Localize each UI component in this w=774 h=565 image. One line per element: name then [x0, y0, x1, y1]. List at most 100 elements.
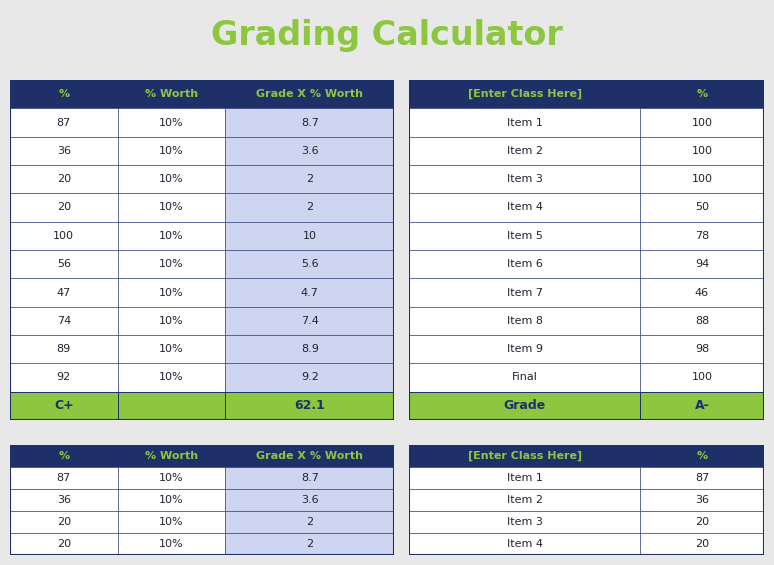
Text: 10: 10 [303, 231, 317, 241]
Bar [225, 108, 394, 137]
Bar [10, 221, 118, 250]
Text: 2: 2 [307, 174, 313, 184]
Bar [118, 445, 225, 467]
Bar [640, 307, 764, 335]
Bar [640, 221, 764, 250]
Text: 10%: 10% [159, 202, 183, 212]
Text: 100: 100 [691, 372, 712, 383]
Bar [10, 445, 118, 467]
Bar [409, 108, 640, 137]
Bar [409, 137, 640, 165]
Bar [118, 533, 225, 555]
Text: Item 6: Item 6 [507, 259, 543, 269]
Text: 94: 94 [695, 259, 709, 269]
Bar [640, 137, 764, 165]
Bar [10, 467, 118, 489]
Bar [118, 193, 225, 221]
Text: Item 9: Item 9 [506, 344, 543, 354]
Bar [225, 533, 394, 555]
Text: 89: 89 [57, 344, 71, 354]
Bar [118, 137, 225, 165]
Text: Item 5: Item 5 [507, 231, 543, 241]
Text: 47: 47 [57, 288, 71, 298]
Text: 10%: 10% [159, 288, 183, 298]
Text: 2: 2 [307, 517, 313, 527]
Text: % Worth: % Worth [145, 451, 198, 461]
Text: C+: C+ [54, 399, 74, 412]
Bar [10, 489, 118, 511]
Bar [640, 511, 764, 533]
Text: 56: 56 [57, 259, 70, 269]
Text: 20: 20 [57, 517, 71, 527]
Bar [640, 392, 764, 420]
Bar [409, 307, 640, 335]
Text: %: % [58, 89, 70, 99]
Text: Item 4: Item 4 [506, 202, 543, 212]
Text: 8.9: 8.9 [301, 344, 319, 354]
Text: 100: 100 [691, 118, 712, 128]
Text: 10%: 10% [159, 259, 183, 269]
Text: 50: 50 [695, 202, 709, 212]
Text: 10%: 10% [159, 372, 183, 383]
Bar [640, 363, 764, 392]
Bar [640, 489, 764, 511]
Text: 3.6: 3.6 [301, 146, 319, 156]
Bar [409, 533, 640, 555]
Bar [409, 279, 640, 307]
Text: Item 2: Item 2 [506, 495, 543, 505]
Text: 4.7: 4.7 [301, 288, 319, 298]
Text: Item 2: Item 2 [506, 146, 543, 156]
Bar [409, 467, 640, 489]
Text: 20: 20 [57, 539, 71, 549]
Bar [118, 467, 225, 489]
Bar [409, 445, 640, 467]
Bar [225, 221, 394, 250]
Text: 10%: 10% [159, 473, 183, 483]
Bar [409, 193, 640, 221]
Bar [225, 279, 394, 307]
Text: 10%: 10% [159, 231, 183, 241]
Bar [409, 489, 640, 511]
Text: Grade: Grade [503, 399, 546, 412]
Text: 3.6: 3.6 [301, 495, 319, 505]
Text: 87: 87 [695, 473, 709, 483]
Bar [225, 80, 394, 108]
Text: 46: 46 [695, 288, 709, 298]
Text: 10%: 10% [159, 118, 183, 128]
Text: Grade X % Worth: Grade X % Worth [256, 451, 363, 461]
Bar [640, 80, 764, 108]
Bar [225, 165, 394, 193]
Bar [225, 137, 394, 165]
Bar [118, 250, 225, 279]
Text: A-: A- [694, 399, 709, 412]
Text: Item 7: Item 7 [506, 288, 543, 298]
Bar [409, 335, 640, 363]
Text: 62.1: 62.1 [294, 399, 325, 412]
Text: 5.6: 5.6 [301, 259, 319, 269]
Bar [10, 363, 118, 392]
Bar [409, 221, 640, 250]
Bar [118, 165, 225, 193]
Text: 10%: 10% [159, 316, 183, 326]
Bar [118, 221, 225, 250]
Text: Item 4: Item 4 [506, 539, 543, 549]
Bar [225, 392, 394, 420]
Text: Item 1: Item 1 [507, 473, 543, 483]
Text: 100: 100 [691, 146, 712, 156]
Bar [225, 489, 394, 511]
Bar [10, 392, 118, 420]
Text: %: % [697, 451, 707, 461]
Text: %: % [697, 89, 707, 99]
Bar [640, 279, 764, 307]
Text: [Enter Class Here]: [Enter Class Here] [467, 89, 581, 99]
Bar [118, 511, 225, 533]
Bar [10, 335, 118, 363]
Text: Item 1: Item 1 [507, 118, 543, 128]
Bar [640, 467, 764, 489]
Text: 9.2: 9.2 [301, 372, 319, 383]
Bar [118, 335, 225, 363]
Text: 88: 88 [695, 316, 709, 326]
Bar [409, 165, 640, 193]
Bar [10, 165, 118, 193]
Text: 92: 92 [57, 372, 71, 383]
